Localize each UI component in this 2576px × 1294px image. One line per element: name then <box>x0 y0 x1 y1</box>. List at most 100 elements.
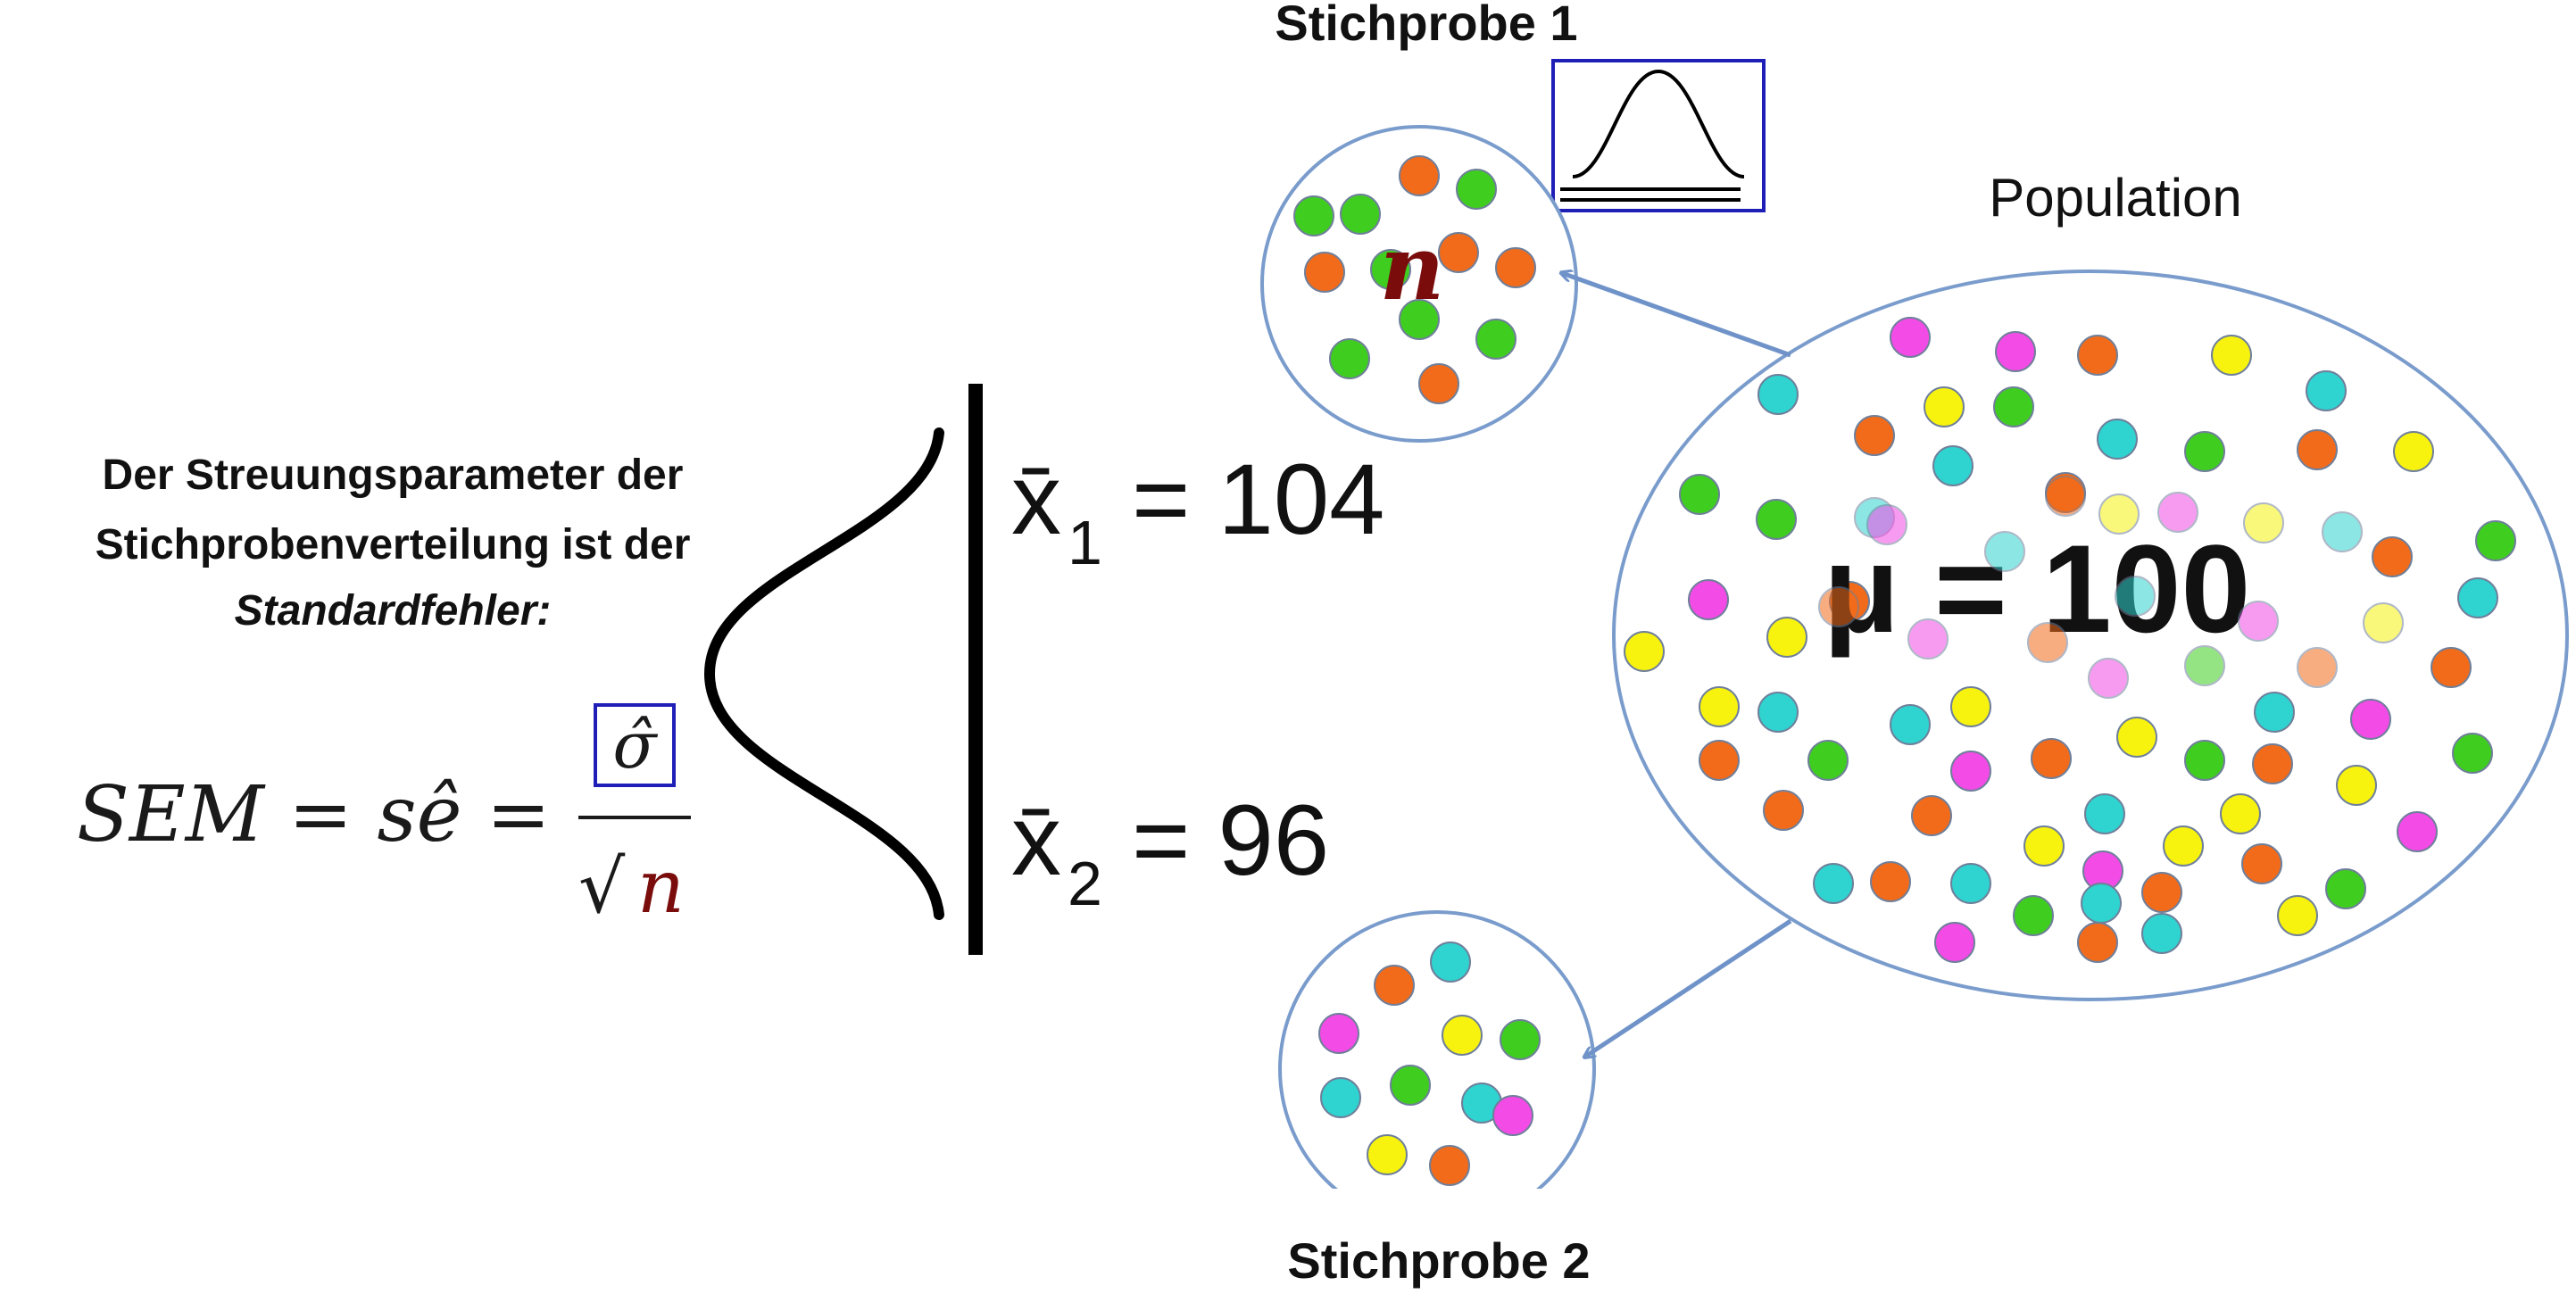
green-dot <box>1756 499 1797 540</box>
green-dot <box>2325 868 2366 909</box>
magenta-dot <box>1890 317 1931 358</box>
magenta-dot <box>2397 811 2438 852</box>
yellow-dot <box>2163 825 2204 867</box>
mean-1-symbol: x̄ <box>1011 444 1061 555</box>
green-dot <box>2013 895 2054 936</box>
magenta-dot <box>2350 699 2391 740</box>
cyan-dot <box>1984 531 2025 572</box>
sample-1-title: Stichprobe 1 <box>1275 0 1577 51</box>
cyan-dot <box>2081 883 2122 924</box>
orange-dot <box>2297 647 2338 688</box>
yellow-dot <box>1624 631 1665 672</box>
cyan-dot <box>1932 445 1974 486</box>
orange-dot <box>1699 740 1740 781</box>
mean-2-subscript: 2 <box>1068 849 1102 918</box>
orange-dot <box>2077 922 2118 963</box>
orange-dot <box>2372 536 2413 577</box>
green-dot <box>1500 1019 1541 1060</box>
magenta-dot <box>2088 658 2129 699</box>
magenta-dot <box>1995 331 2036 372</box>
yellow-dot <box>1367 1134 1408 1175</box>
magenta-dot <box>1907 618 1949 659</box>
mean-1-subscript: 1 <box>1068 508 1102 577</box>
orange-dot <box>1763 790 1804 831</box>
yellow-dot <box>2393 431 2434 472</box>
green-dot <box>1293 195 1334 236</box>
green-dot <box>1807 740 1849 781</box>
orange-dot <box>1818 586 1859 627</box>
magenta-dot <box>1934 922 1975 963</box>
yellow-dot <box>1950 686 1991 727</box>
green-dot <box>2184 431 2225 472</box>
orange-dot <box>1870 861 1911 902</box>
green-dot <box>1679 474 1720 515</box>
orange-dot <box>1418 363 1459 404</box>
orange-dot <box>2031 738 2072 779</box>
explanation-line-1: Der Streuungsparameter der <box>103 452 684 499</box>
green-dot <box>1340 194 1381 235</box>
orange-dot <box>1304 252 1345 293</box>
orange-dot <box>2297 429 2338 470</box>
cyan-dot <box>2097 419 2138 460</box>
magenta-dot <box>2238 601 2279 642</box>
magenta-dot <box>1950 751 1991 792</box>
green-dot <box>2184 740 2225 781</box>
orange-dot <box>2141 872 2182 913</box>
explanation-line-3: Standardfehler: <box>235 587 552 635</box>
orange-dot <box>1495 247 1536 288</box>
cyan-dot <box>2084 793 2125 834</box>
sample-1-size-label: n <box>1380 215 1445 320</box>
mean-2-value: = 96 <box>1132 784 1329 896</box>
yellow-dot <box>2363 602 2404 643</box>
formula-n: n <box>637 845 685 930</box>
magenta-dot <box>1318 1013 1359 1054</box>
explanation-line-2: Stichprobenverteilung ist der <box>96 521 691 568</box>
cyan-dot <box>2322 511 2363 552</box>
cyan-dot <box>2306 370 2347 411</box>
orange-dot <box>2077 335 2118 376</box>
cyan-dot <box>1813 863 1854 904</box>
sample-2-title: Stichprobe 2 <box>1287 1232 1590 1289</box>
orange-dot <box>2431 647 2472 688</box>
cyan-dot <box>2254 692 2295 733</box>
magenta-dot <box>1492 1095 1533 1136</box>
formula-root: √ <box>578 845 626 930</box>
yellow-dot <box>1699 686 1740 727</box>
sample-mean-1: x̄ 1 = 104 <box>1011 444 1384 577</box>
mean-2-symbol: x̄ <box>1011 784 1061 896</box>
sample-mean-2: x̄ 2 = 96 <box>1011 784 1329 918</box>
orange-dot <box>2252 743 2293 784</box>
orange-dot <box>2027 622 2068 663</box>
green-dot <box>1329 338 1370 379</box>
sample-1-dots <box>1293 155 1536 404</box>
yellow-dot <box>2211 335 2252 376</box>
orange-dot <box>1911 795 1952 836</box>
green-dot <box>1390 1065 1431 1106</box>
yellow-dot <box>2116 717 2157 758</box>
sideways-bell-curve <box>703 427 944 920</box>
normal-curve-icon <box>1572 69 1745 178</box>
yellow-dot <box>1766 617 1807 658</box>
green-dot <box>1993 386 2034 427</box>
yellow-dot <box>2023 825 2065 867</box>
cyan-dot <box>1320 1077 1361 1118</box>
orange-dot <box>1374 965 1415 1006</box>
mean-1-value: = 104 <box>1132 444 1384 555</box>
cyan-dot <box>1430 941 1471 983</box>
cyan-dot <box>1757 692 1799 733</box>
arrow-to-sample-1 <box>1562 273 1791 358</box>
green-dot <box>2475 520 2516 561</box>
green-dot <box>2184 645 2225 686</box>
yellow-dot <box>2220 793 2261 834</box>
green-dot <box>1370 249 1411 290</box>
yellow-dot <box>1924 386 1965 427</box>
arrow-to-sample-2 <box>1585 918 1792 1057</box>
normal-curve-box <box>1551 59 1766 212</box>
orange-dot <box>1399 155 1440 196</box>
yellow-dot <box>1442 1015 1483 1056</box>
green-dot <box>1456 169 1497 210</box>
orange-dot <box>2045 476 2086 517</box>
cyan-dot <box>2141 913 2182 954</box>
yellow-dot <box>2336 765 2377 806</box>
